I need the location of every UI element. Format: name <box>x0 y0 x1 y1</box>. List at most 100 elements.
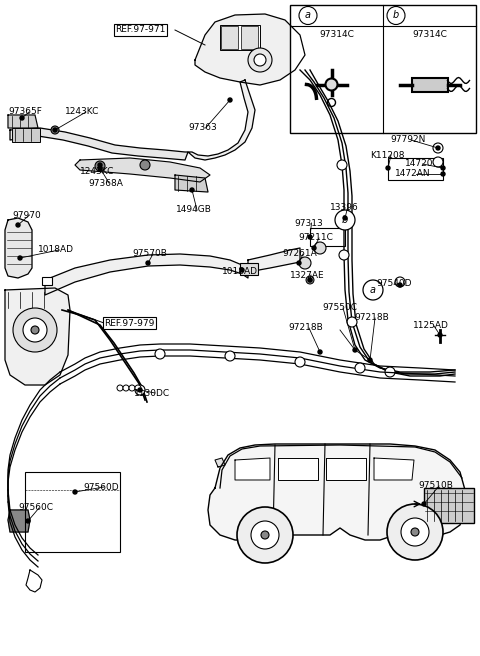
Circle shape <box>16 223 20 227</box>
Text: 14720: 14720 <box>405 159 433 169</box>
Polygon shape <box>188 80 255 160</box>
Circle shape <box>441 172 445 176</box>
Polygon shape <box>248 248 300 272</box>
Circle shape <box>433 157 443 167</box>
Circle shape <box>26 519 30 523</box>
Polygon shape <box>175 175 208 192</box>
Bar <box>388 158 443 180</box>
Text: REF.97-971: REF.97-971 <box>115 26 166 35</box>
Text: 1243KC: 1243KC <box>65 108 99 117</box>
Text: 97261A: 97261A <box>282 249 317 258</box>
Text: 1327AE: 1327AE <box>290 270 324 279</box>
Polygon shape <box>8 510 30 532</box>
Circle shape <box>339 250 349 260</box>
Text: b: b <box>393 10 399 20</box>
Bar <box>424 488 474 523</box>
Bar <box>310 228 345 246</box>
Text: 97211C: 97211C <box>298 234 333 243</box>
Circle shape <box>387 504 443 560</box>
Text: 97218B: 97218B <box>354 314 389 323</box>
Text: 97365F: 97365F <box>8 108 42 117</box>
Circle shape <box>387 7 405 24</box>
Circle shape <box>225 351 235 361</box>
Polygon shape <box>326 458 366 480</box>
Circle shape <box>31 326 39 334</box>
Text: 1472AN: 1472AN <box>395 169 431 178</box>
Polygon shape <box>5 218 32 278</box>
Bar <box>290 5 476 133</box>
Circle shape <box>312 246 316 250</box>
Text: 1125AD: 1125AD <box>413 321 449 331</box>
Circle shape <box>98 166 102 170</box>
Circle shape <box>433 143 443 153</box>
Circle shape <box>297 261 301 265</box>
Circle shape <box>422 502 426 506</box>
Circle shape <box>20 116 24 120</box>
Circle shape <box>306 276 314 284</box>
Circle shape <box>299 7 317 24</box>
Circle shape <box>386 166 390 170</box>
Text: 97314C: 97314C <box>319 30 354 39</box>
Circle shape <box>95 161 105 171</box>
Bar <box>42 277 52 285</box>
Text: 13396: 13396 <box>330 203 359 213</box>
Text: 1243KC: 1243KC <box>80 167 114 176</box>
Text: 97970: 97970 <box>12 211 41 220</box>
Circle shape <box>355 363 365 373</box>
Bar <box>411 77 447 91</box>
Circle shape <box>140 160 150 170</box>
Circle shape <box>438 333 442 337</box>
Circle shape <box>129 385 135 391</box>
Circle shape <box>248 48 272 72</box>
Circle shape <box>146 261 150 265</box>
Polygon shape <box>5 288 70 385</box>
Circle shape <box>411 528 419 536</box>
Circle shape <box>240 268 244 272</box>
Circle shape <box>327 98 336 106</box>
Text: a: a <box>370 285 376 295</box>
Polygon shape <box>215 458 225 467</box>
Bar <box>220 25 260 50</box>
Circle shape <box>318 350 322 354</box>
Text: 97368A: 97368A <box>88 178 123 188</box>
Circle shape <box>335 210 355 230</box>
Circle shape <box>337 160 347 170</box>
Circle shape <box>123 385 129 391</box>
Polygon shape <box>8 115 38 128</box>
Circle shape <box>117 385 123 391</box>
Bar <box>12 128 40 142</box>
Circle shape <box>401 518 429 546</box>
Text: K11208: K11208 <box>370 150 405 159</box>
Circle shape <box>436 146 440 150</box>
Circle shape <box>261 531 269 539</box>
Polygon shape <box>75 158 210 182</box>
Circle shape <box>237 507 293 563</box>
Text: 97540D: 97540D <box>376 279 411 287</box>
Circle shape <box>254 54 266 66</box>
Bar <box>240 263 258 275</box>
Text: b: b <box>342 215 348 225</box>
Bar <box>241 26 258 49</box>
Text: 97560C: 97560C <box>18 504 53 512</box>
Circle shape <box>395 277 405 287</box>
Text: 97792N: 97792N <box>390 136 425 144</box>
Circle shape <box>98 163 102 167</box>
Circle shape <box>385 367 395 377</box>
Text: 1130DC: 1130DC <box>134 388 170 398</box>
Circle shape <box>228 98 232 102</box>
Circle shape <box>308 278 312 282</box>
Circle shape <box>13 308 57 352</box>
Circle shape <box>135 385 145 395</box>
Polygon shape <box>235 458 270 480</box>
Circle shape <box>23 318 47 342</box>
Polygon shape <box>45 254 248 295</box>
Circle shape <box>347 317 357 327</box>
Circle shape <box>353 348 357 352</box>
Circle shape <box>343 216 347 220</box>
Circle shape <box>51 126 59 134</box>
Circle shape <box>18 256 22 260</box>
Circle shape <box>299 257 311 269</box>
Text: 97313: 97313 <box>294 218 323 228</box>
Circle shape <box>155 349 165 359</box>
Text: 1018AD: 1018AD <box>38 245 74 255</box>
